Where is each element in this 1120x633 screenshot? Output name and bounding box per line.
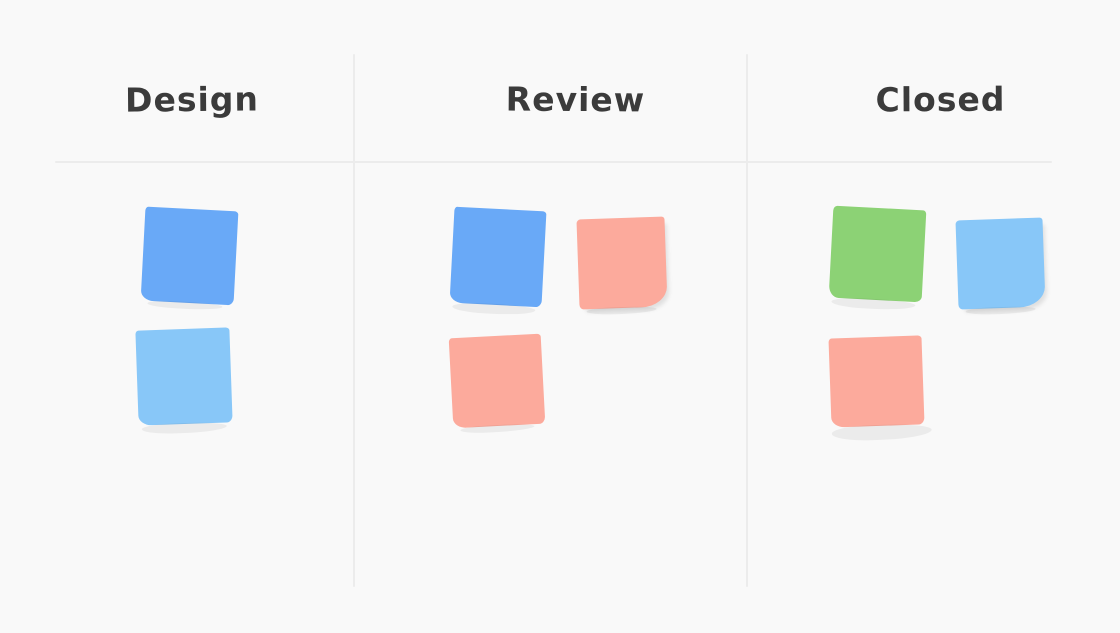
sticky-note-light-blue[interactable]: [135, 327, 233, 426]
sticky-note-blue[interactable]: [449, 206, 547, 308]
sticky-note-light-blue[interactable]: [955, 217, 1046, 310]
column-divider: [353, 54, 355, 587]
sticky-note-salmon[interactable]: [828, 335, 925, 428]
column-header-review: Review: [505, 79, 646, 119]
sticky-note-salmon[interactable]: [448, 333, 546, 429]
sticky-note-green[interactable]: [828, 205, 927, 303]
column-header-closed: Closed: [875, 79, 1006, 119]
column-divider: [746, 54, 748, 587]
sticky-note-salmon[interactable]: [576, 216, 668, 310]
header-divider: [55, 161, 1052, 163]
column-header-design: Design: [124, 78, 260, 120]
sticky-note-blue[interactable]: [140, 206, 239, 306]
